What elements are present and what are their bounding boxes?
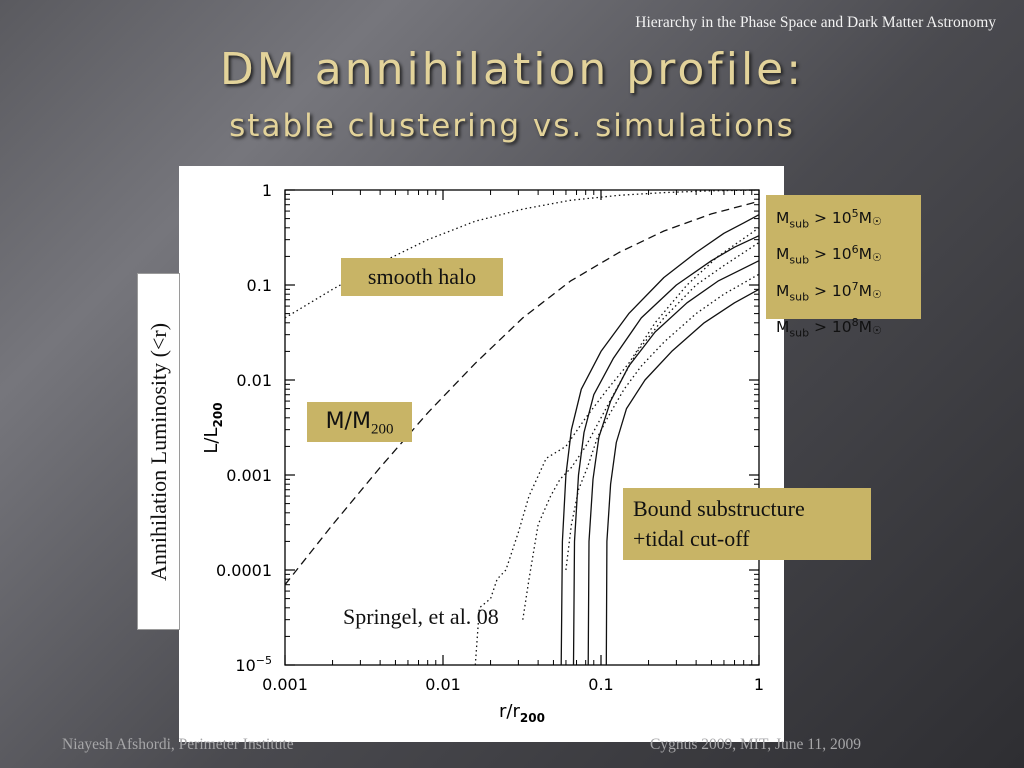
bound-line-2: +tidal cut-off: [633, 526, 750, 551]
y-tick-label: 0.1: [247, 276, 272, 295]
y-tick-label: 0.01: [236, 371, 272, 390]
sun-symbol-icon: ☉: [872, 287, 882, 301]
x-tick-label: 0.01: [425, 675, 461, 694]
mass-ratio-label: M/M200: [307, 402, 412, 442]
slide-ylabel: Annihilation Luminosity (<r): [145, 322, 171, 581]
series-line-dotted: [284, 189, 760, 319]
mass-ratio-sub: 200: [370, 421, 394, 438]
sun-symbol-icon: ☉: [872, 251, 882, 265]
footer-left: Niayesh Afshordi, Perimeter Institute: [62, 736, 294, 753]
y-tick-label: 0.0001: [216, 561, 272, 580]
sun-symbol-icon: ☉: [872, 215, 882, 229]
slide-title: DM annihilation profile:: [219, 44, 805, 95]
series-line-solid: [605, 288, 760, 666]
chart-svg: 0.001 0.01 0.1 1 1 0.1 0.01 0.001 0.0001 10−5 r/r2…: [201, 181, 764, 725]
x-tick-label: 1: [754, 675, 764, 694]
series-line-solid: [572, 235, 760, 666]
bound-line-1: Bound substructure: [633, 496, 805, 521]
legend-box: Msub > 105M☉ Msub > 106M☉ Msub > 107M☉ M…: [766, 195, 921, 339]
header-note: Hierarchy in the Phase Space and Dark Ma…: [635, 14, 996, 31]
footer-right: Cygnus 2009, MIT, June 11, 2009: [650, 736, 861, 753]
plot-panel: 0.001 0.01 0.1 1 1 0.1 0.01 0.001 0.0001 10−5 r/r2…: [179, 166, 784, 742]
y-tick-label: 0.001: [226, 466, 272, 485]
mass-ratio-main: M/M: [325, 409, 371, 434]
x-axis-label: r/r200: [499, 701, 545, 725]
series-line-dotted: [565, 273, 760, 571]
slide-ylabel-box: Annihilation Luminosity (<r): [137, 273, 180, 630]
legend-item: Msub > 105M☉: [776, 207, 882, 231]
citation-label: Springel, et al. 08: [343, 604, 499, 629]
legend-item: Msub > 107M☉: [776, 279, 882, 303]
legend-item: Msub > 108M☉: [776, 315, 882, 339]
y-tick-label: 1: [262, 181, 272, 200]
smooth-halo-label: smooth halo: [341, 258, 503, 296]
slide-subtitle: stable clustering vs. simulations: [229, 108, 795, 144]
x-tick-label: 0.001: [262, 675, 308, 694]
series-line-dotted: [474, 227, 760, 666]
y-axis-label: L/L200: [201, 402, 225, 453]
plot-frame: [284, 189, 760, 666]
series-line-solid: [560, 214, 760, 666]
sun-symbol-icon: ☉: [872, 323, 882, 337]
series-line-dashed: [284, 200, 760, 586]
legend-item: Msub > 106M☉: [776, 243, 882, 267]
bound-substructure-label: Bound substructure +tidal cut-off: [623, 488, 871, 560]
x-tick-label: 0.1: [588, 675, 613, 694]
series-line-dotted: [522, 241, 760, 620]
y-tick-label: 10−5: [235, 654, 272, 675]
